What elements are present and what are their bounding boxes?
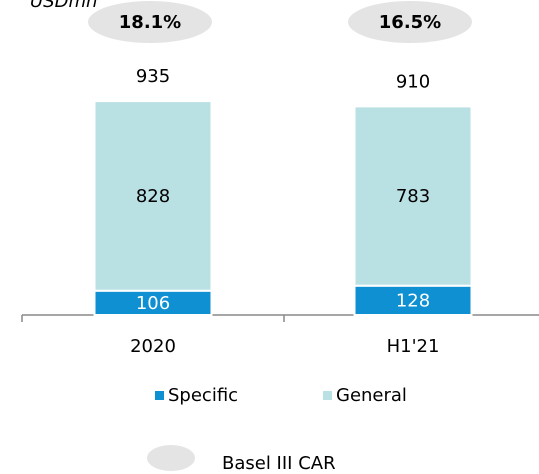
bar-segment bbox=[93, 289, 213, 317]
bar-segment bbox=[353, 284, 473, 316]
legend-label: General bbox=[336, 385, 407, 406]
legend-swatch bbox=[323, 391, 332, 400]
value-label: 128 bbox=[396, 290, 430, 311]
x-tick-label: 2020 bbox=[130, 336, 176, 357]
x-tick-label: H1'21 bbox=[387, 336, 440, 357]
car-label: 18.1% bbox=[119, 12, 181, 33]
bar-segment bbox=[353, 105, 473, 287]
legend-label: Specific bbox=[168, 385, 238, 406]
car-bubble bbox=[88, 1, 212, 43]
bar-segment bbox=[93, 100, 213, 292]
legend-label: Basel III CAR bbox=[222, 453, 336, 474]
car-label: 16.5% bbox=[379, 12, 441, 33]
legend-swatch bbox=[155, 391, 164, 400]
car-bubble bbox=[348, 1, 472, 43]
total-label: 910 bbox=[396, 71, 430, 92]
total-label: 935 bbox=[136, 66, 170, 87]
value-label: 828 bbox=[136, 186, 170, 207]
value-label: 783 bbox=[396, 186, 430, 207]
value-label: 106 bbox=[136, 293, 170, 314]
legend-swatch bbox=[147, 445, 195, 471]
chart-subtitle: USDmn bbox=[30, 0, 97, 12]
